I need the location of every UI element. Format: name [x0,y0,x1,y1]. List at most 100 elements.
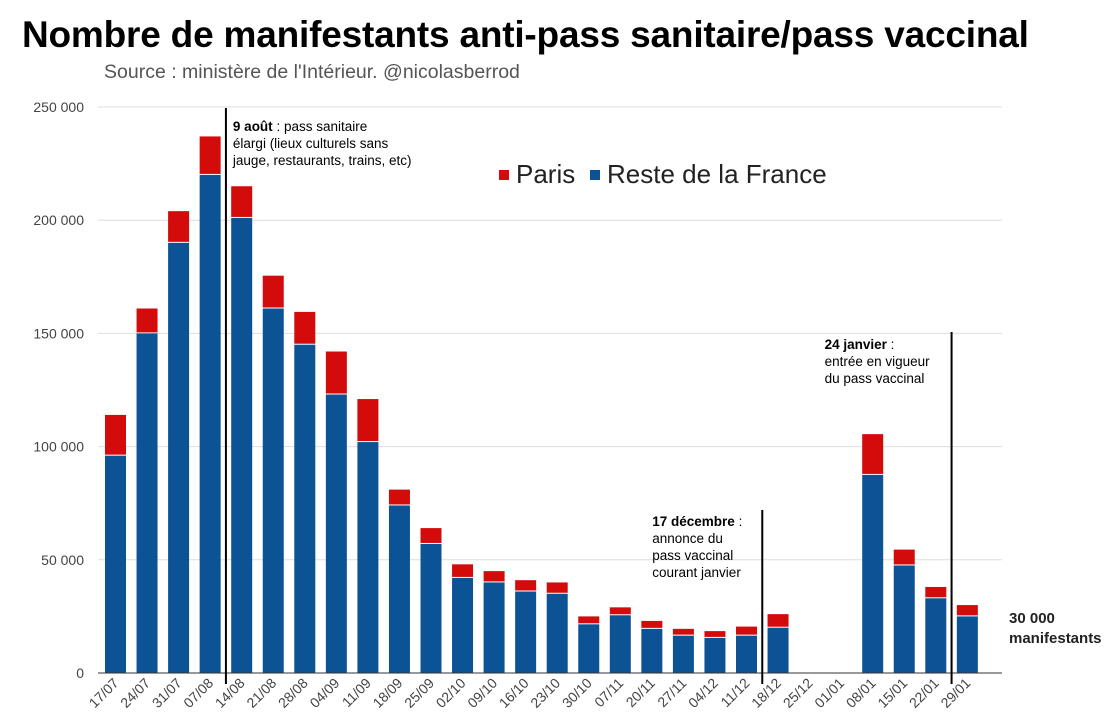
legend-label: Paris [516,159,575,189]
bar-reste-de-la-france [578,624,600,673]
y-tick-label: 50 000 [41,552,84,568]
x-tick-label: 25/09 [401,675,437,711]
bar-reste-de-la-france [420,543,442,673]
bar-reste-de-la-france [546,593,568,673]
x-tick-label: 18/12 [748,675,784,711]
annotation-text: annonce du [652,531,723,546]
x-tick-label: 24/07 [117,675,153,711]
chart-subtitle: Source : ministère de l'Intérieur. @nico… [104,61,520,83]
bar-paris [736,626,757,635]
bar-reste-de-la-france [609,615,631,673]
x-tick-label: 18/09 [369,675,405,711]
x-tick-label: 28/08 [275,675,311,711]
legend: Paris Reste de la France [499,159,827,189]
x-tick-label: 07/11 [591,675,627,711]
annotation-text: 9 août : pass sanitaire [233,119,367,134]
x-tick-label: 15/01 [874,675,910,711]
bar-paris [609,607,631,615]
bar-paris [672,628,694,635]
bar-paris [925,586,947,598]
bar-paris [262,275,284,308]
x-tick-label: 09/10 [464,675,500,711]
bar-paris [956,605,978,616]
x-tick-label: 14/08 [212,675,248,711]
bar-reste-de-la-france [136,333,158,673]
x-tick-label: 04/09 [306,675,342,711]
bar-paris [767,614,789,627]
x-tick-label: 02/10 [433,675,469,711]
annotation-text: 24 janvier : [825,337,895,352]
x-tick-label: 20/11 [623,675,659,711]
bar-reste-de-la-france [388,505,410,673]
bar-paris [199,136,221,174]
annotation-detail: annonce du [652,531,723,546]
annotation-detail: jauge, restaurants, trains, etc) [232,153,412,168]
bar-paris [420,528,442,543]
x-tick-label: 27/11 [654,675,690,711]
bar-paris [231,186,253,217]
x-tick-label: 25/12 [780,675,816,711]
annotation-text: pass vaccinal [652,548,733,563]
bar-reste-de-la-france [641,628,663,673]
x-tick-label: 16/10 [496,675,532,711]
x-tick-label: 07/08 [180,675,216,711]
bar-paris [515,580,537,591]
chart-title: Nombre de manifestants anti-pass sanitai… [22,14,1029,55]
x-tick-label: 31/07 [149,675,185,711]
y-tick-label: 150 000 [33,325,84,341]
bar-reste-de-la-france [704,637,726,673]
annotation-text: élargi (lieux culturels sans [233,136,389,151]
bar-paris [578,616,600,624]
bar-reste-de-la-france [105,455,126,673]
bar-reste-de-la-france [736,635,757,673]
bar-reste-de-la-france [262,308,284,673]
bar-paris [136,308,158,333]
bar-paris [483,571,505,582]
bars [105,136,978,674]
bar-reste-de-la-france [483,582,505,673]
bar-reste-de-la-france [231,217,253,673]
annotation-detail: entrée en vigueur [825,354,931,369]
bar-reste-de-la-france [925,598,947,673]
bar-paris [357,399,379,442]
x-tick-label: 29/01 [937,675,973,711]
x-tick-label: 01/01 [811,675,847,711]
bar-reste-de-la-france [452,577,474,673]
annotation-detail: courant janvier [652,565,741,580]
x-tick-label: 04/12 [685,675,721,711]
bar-paris [325,351,347,394]
bar-reste-de-la-france [294,344,316,673]
bar-reste-de-la-france [325,394,347,673]
bar-reste-de-la-france [956,616,978,673]
annotation-text: jauge, restaurants, trains, etc) [232,153,412,168]
bar-paris [388,489,410,505]
annotation-detail: du pass vaccinal [825,371,925,386]
bar-reste-de-la-france [199,174,221,674]
annotation-detail: : [887,337,895,352]
annotation-detail: : pass sanitaire [273,119,368,134]
bar-reste-de-la-france [893,565,915,673]
bar-reste-de-la-france [357,442,379,673]
legend-swatch [590,170,600,180]
bar-paris [704,631,726,637]
x-tick-label: 23/10 [527,675,563,711]
annotation-date: 24 janvier [825,337,888,352]
annotation-date: 9 août [233,119,273,134]
annotation-detail: pass vaccinal [652,548,733,563]
bar-paris [168,211,190,242]
x-tick-label: 11/12 [717,675,753,711]
y-tick-label: 100 000 [33,439,84,455]
y-tick-label: 250 000 [33,99,84,115]
annotation-text: du pass vaccinal [825,371,925,386]
bar-reste-de-la-france [862,474,884,673]
bar-paris [893,549,915,565]
bar-paris [862,434,884,474]
x-tick-label: 21/08 [243,675,279,711]
callout-text: 30 000 [1009,610,1055,627]
callout: 30 000 manifestants [1009,610,1102,647]
annotation-date: 17 décembre [652,514,735,529]
y-tick-label: 0 [76,665,84,681]
annotation-text: courant janvier [652,565,741,580]
x-tick-label: 17/07 [86,675,122,711]
